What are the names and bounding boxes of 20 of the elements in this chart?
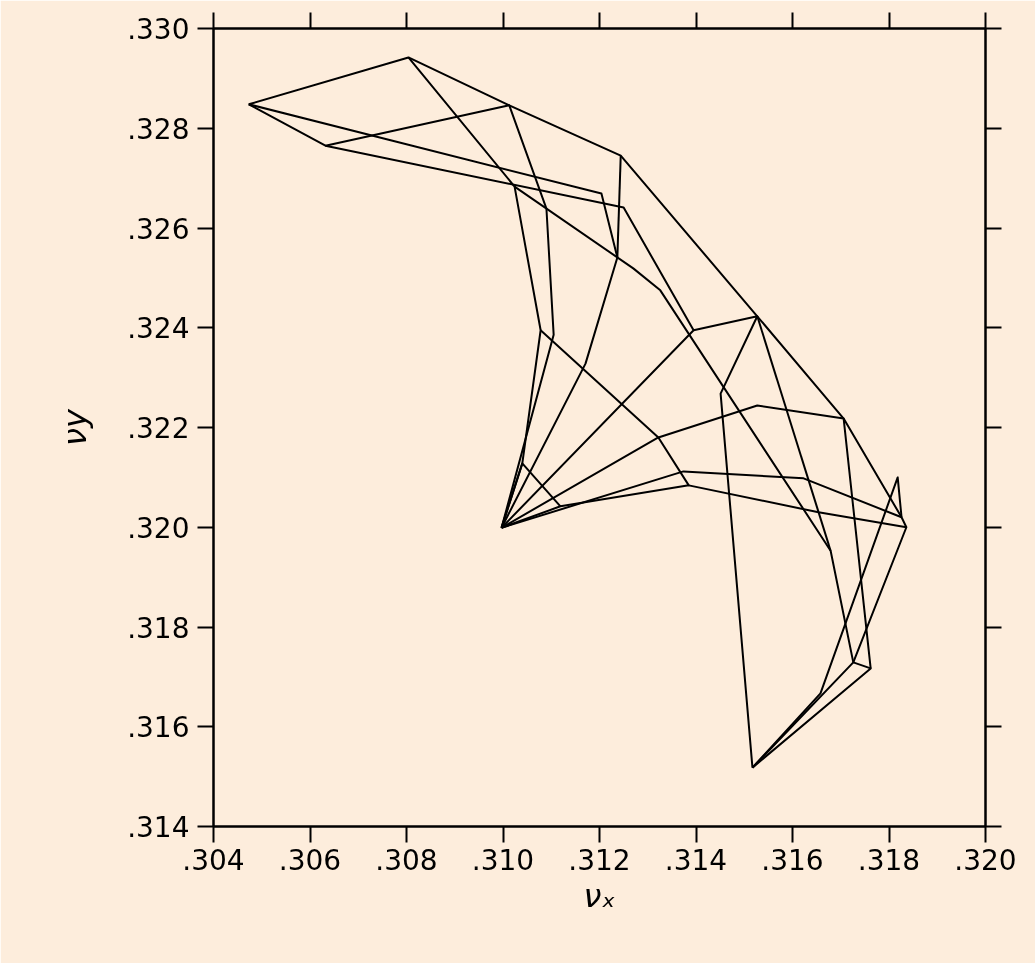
x-tick-label: .314 <box>664 843 728 877</box>
x-tick-label: .310 <box>471 843 535 877</box>
y-tick-label: .330 <box>127 13 190 46</box>
y-tick-label: .320 <box>127 511 190 545</box>
x-tick-label: .306 <box>278 843 342 877</box>
y-tick-label: .318 <box>127 611 190 645</box>
x-tick-label: .308 <box>375 843 438 877</box>
y-tick-label: .314 <box>127 811 190 844</box>
x-tick-label: .320 <box>954 843 1017 877</box>
y-tick-label: .326 <box>127 212 190 246</box>
x-tick-label: .304 <box>182 843 245 877</box>
y-tick-label: .328 <box>127 112 190 146</box>
y-tick-label: .324 <box>127 312 190 346</box>
x-tick-label: .318 <box>857 843 921 877</box>
y-tick-label: .316 <box>127 711 190 745</box>
x-tick-label: .312 <box>568 843 631 877</box>
y-axis-title: νy <box>56 408 95 446</box>
x-axis-title: νₓ <box>583 876 616 915</box>
x-tick-label: .316 <box>761 843 824 877</box>
y-tick-label: .322 <box>127 412 190 445</box>
